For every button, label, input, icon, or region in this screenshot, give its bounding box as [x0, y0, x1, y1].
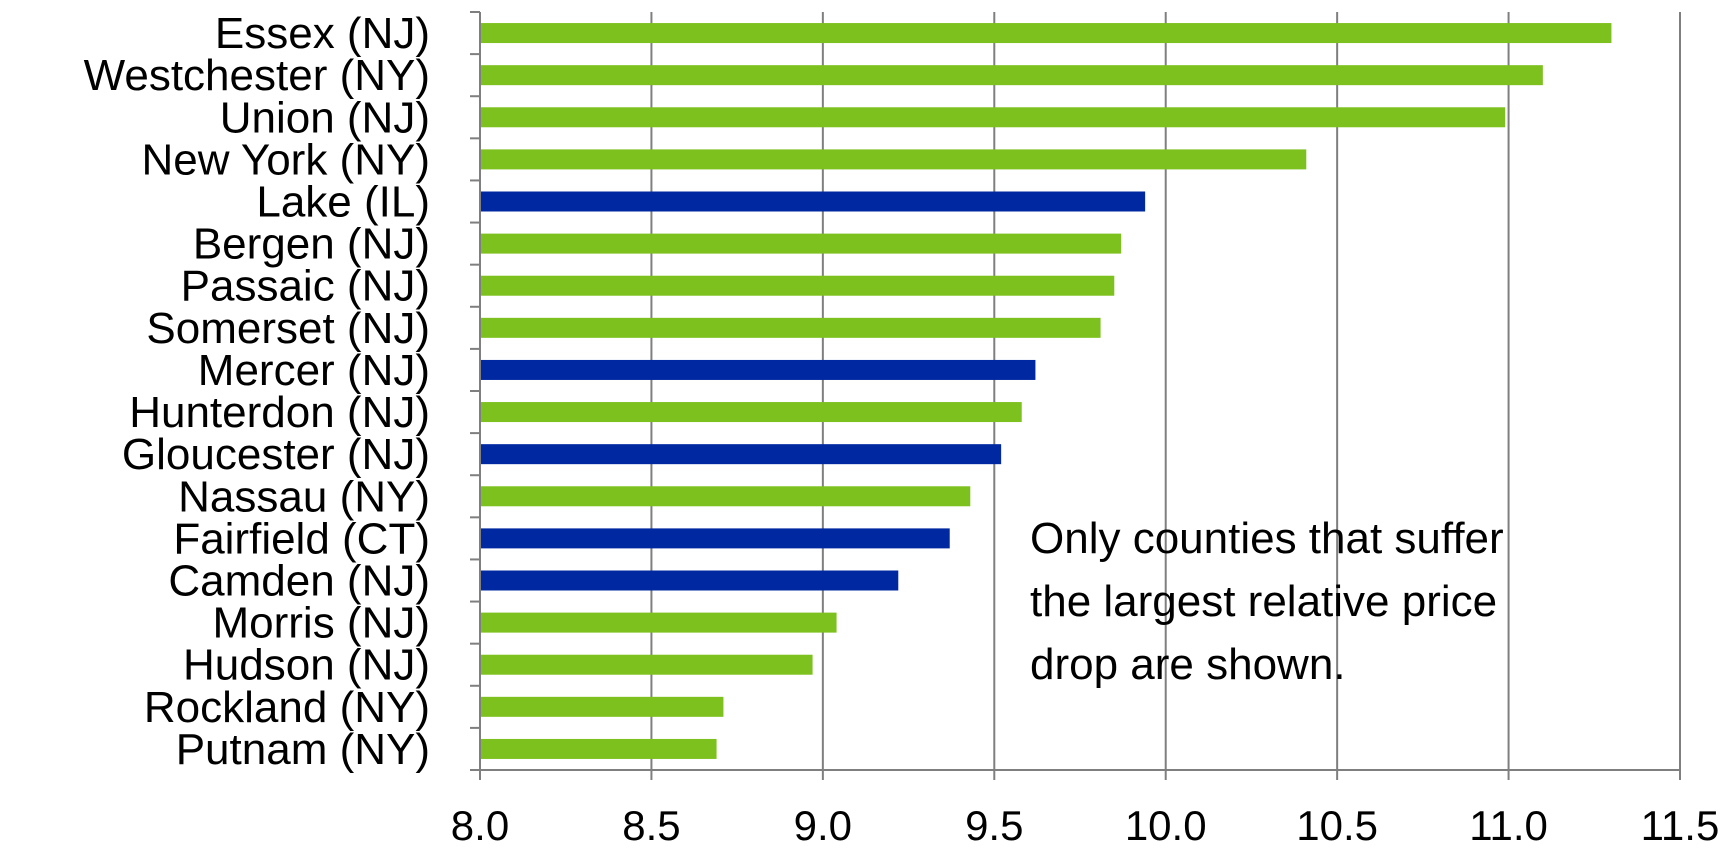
category-label-11: Nassau (NY) [178, 472, 430, 521]
bar-10 [480, 444, 1002, 465]
bar-2 [480, 107, 1506, 128]
x-tick-label-4: 10.0 [1125, 802, 1207, 849]
bar-12 [480, 528, 950, 549]
axis-layer [470, 11, 1681, 780]
category-label-7: Somerset (NJ) [146, 304, 430, 353]
bar-17 [480, 738, 717, 759]
x-tick-label-5: 10.5 [1296, 802, 1378, 849]
bar-15 [480, 654, 813, 675]
bar-14 [480, 612, 837, 633]
bar-16 [480, 696, 724, 717]
x-tick-label-6: 11.0 [1469, 802, 1548, 849]
category-label-1: Westchester (NY) [84, 51, 430, 100]
category-label-15: Hudson (NJ) [183, 641, 430, 690]
bar-7 [480, 317, 1101, 338]
bar-layer [480, 23, 1612, 759]
category-label-6: Passaic (NJ) [181, 262, 430, 311]
annotation-line-1: Only counties that suffer [1030, 514, 1504, 563]
label-layer: Essex (NJ)Westchester (NY)Union (NJ)New … [84, 9, 1720, 849]
category-label-2: Union (NJ) [220, 93, 430, 142]
category-label-5: Bergen (NJ) [193, 220, 430, 269]
grid-layer [650, 12, 1681, 770]
category-label-0: Essex (NJ) [215, 9, 430, 58]
x-tick-label-7: 11.5 [1641, 802, 1720, 849]
category-label-16: Rockland (NY) [144, 683, 430, 732]
annotation-line-2: the largest relative price [1030, 577, 1497, 626]
x-tick-label-3: 9.5 [965, 802, 1023, 849]
category-label-9: Hunterdon (NJ) [129, 388, 430, 437]
bar-13 [480, 570, 899, 591]
bar-3 [480, 149, 1307, 170]
category-label-8: Mercer (NJ) [198, 346, 430, 395]
x-tick-label-2: 9.0 [794, 802, 852, 849]
category-label-14: Morris (NJ) [212, 599, 430, 648]
x-tick-label-0: 8.0 [451, 802, 509, 849]
category-label-10: Gloucester (NJ) [122, 430, 430, 479]
x-tick-label-1: 8.5 [622, 802, 680, 849]
bar-5 [480, 233, 1122, 254]
bar-1 [480, 65, 1543, 86]
annotation-layer: Only counties that suffer the largest re… [1030, 514, 1504, 689]
bar-11 [480, 486, 971, 507]
bar-6 [480, 275, 1115, 296]
bar-8 [480, 359, 1036, 380]
category-label-12: Fairfield (CT) [173, 514, 430, 563]
bar-0 [480, 23, 1612, 44]
category-label-17: Putnam (NY) [176, 725, 430, 774]
category-label-4: Lake (IL) [256, 178, 430, 227]
bar-9 [480, 402, 1022, 423]
bar-4 [480, 191, 1146, 212]
annotation-line-3: drop are shown. [1030, 640, 1346, 689]
category-label-3: New York (NY) [141, 135, 430, 184]
category-label-13: Camden (NJ) [168, 557, 430, 606]
